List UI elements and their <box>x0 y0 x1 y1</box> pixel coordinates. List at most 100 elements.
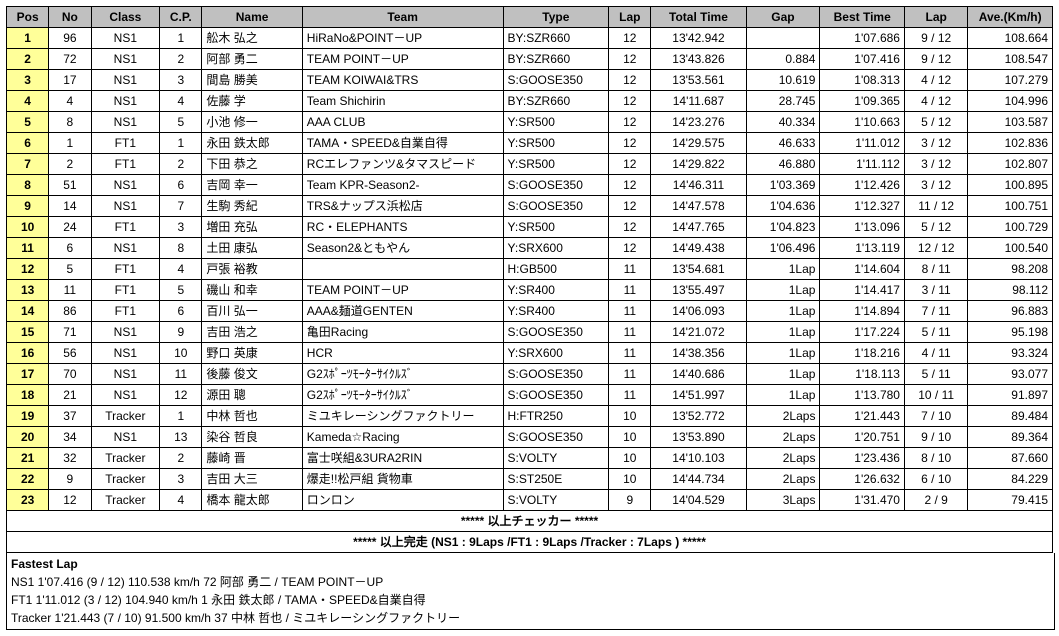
cell-class: Tracker <box>91 448 160 469</box>
cell-name: 小池 修一 <box>202 112 302 133</box>
table-row: 1024FT13増田 充弘RC・ELEPHANTSY:SR5001214'47.… <box>7 217 1053 238</box>
table-row: 58NS15小池 修一AAA CLUBY:SR5001214'23.27640.… <box>7 112 1053 133</box>
cell-pos: 3 <box>7 70 49 91</box>
table-row: 1486FT16百川 弘一AAA&麺道GENTENY:SR4001114'06.… <box>7 301 1053 322</box>
cell-gap: 1Lap <box>746 280 820 301</box>
table-row: 116NS18土田 康弘Season2&ともやんY:SRX6001214'49.… <box>7 238 1053 259</box>
cell-name: 中林 哲也 <box>202 406 302 427</box>
cell-blap: 9 / 12 <box>904 28 967 49</box>
table-row: 196NS11舩木 弘之HiRaNo&POINT－UPBY:SZR6601213… <box>7 28 1053 49</box>
cell-total: 13'42.942 <box>651 28 746 49</box>
cell-blap: 4 / 12 <box>904 91 967 112</box>
cell-type: H:GB500 <box>503 259 609 280</box>
cell-avg: 103.587 <box>968 112 1053 133</box>
cell-total: 13'54.681 <box>651 259 746 280</box>
cell-gap: 1'03.369 <box>746 175 820 196</box>
cell-team: HCR <box>302 343 503 364</box>
cell-class: NS1 <box>91 70 160 91</box>
cell-total: 14'40.686 <box>651 364 746 385</box>
cell-avg: 108.664 <box>968 28 1053 49</box>
cell-avg: 89.484 <box>968 406 1053 427</box>
results-table: PosNoClassC.P.NameTeamTypeLapTotal TimeG… <box>6 6 1053 553</box>
table-row: 1821NS112源田 聰G2ｽﾎﾟｰﾂﾓｰﾀｰｻｲｸﾙｽﾞS:GOOSE350… <box>7 385 1053 406</box>
cell-cp: 4 <box>160 490 202 511</box>
cell-team: TEAM POINT－UP <box>302 280 503 301</box>
cell-blap: 3 / 12 <box>904 133 967 154</box>
cell-type: S:GOOSE350 <box>503 196 609 217</box>
cell-gap: 2Laps <box>746 427 820 448</box>
cell-class: NS1 <box>91 49 160 70</box>
cell-no: 6 <box>49 238 91 259</box>
cell-lap: 12 <box>609 196 651 217</box>
cell-best: 1'13.119 <box>820 238 905 259</box>
cell-gap: 3Laps <box>746 490 820 511</box>
cell-best: 1'10.663 <box>820 112 905 133</box>
cell-blap: 10 / 11 <box>904 385 967 406</box>
cell-name: 吉田 大三 <box>202 469 302 490</box>
cell-pos: 16 <box>7 343 49 364</box>
cell-best: 1'14.417 <box>820 280 905 301</box>
cell-name: 佐藤 学 <box>202 91 302 112</box>
cell-team: 爆走!!松戸組 貨物車 <box>302 469 503 490</box>
cell-best: 1'18.216 <box>820 343 905 364</box>
cell-best: 1'26.632 <box>820 469 905 490</box>
cell-type: S:VOLTY <box>503 448 609 469</box>
cell-no: 21 <box>49 385 91 406</box>
table-row: 1770NS111後藤 俊文G2ｽﾎﾟｰﾂﾓｰﾀｰｻｲｸﾙｽﾞS:GOOSE35… <box>7 364 1053 385</box>
cell-team: ミユキレーシングファクトリー <box>302 406 503 427</box>
cell-gap: 46.880 <box>746 154 820 175</box>
cell-class: Tracker <box>91 490 160 511</box>
fastest-lap-title: Fastest Lap <box>11 555 1050 573</box>
table-row: 2132Tracker2藤崎 晋富士咲組&3URA2RINS:VOLTY1014… <box>7 448 1053 469</box>
cell-best: 1'18.113 <box>820 364 905 385</box>
cell-name: 舩木 弘之 <box>202 28 302 49</box>
cell-name: 野口 英康 <box>202 343 302 364</box>
cell-avg: 98.208 <box>968 259 1053 280</box>
cell-class: FT1 <box>91 280 160 301</box>
cell-team: 富士咲組&3URA2RIN <box>302 448 503 469</box>
cell-total: 14'21.072 <box>651 322 746 343</box>
cell-total: 14'49.438 <box>651 238 746 259</box>
checker-banner-text: ***** 以上チェッカー ***** <box>7 511 1053 532</box>
cell-blap: 5 / 11 <box>904 322 967 343</box>
table-row: 44NS14佐藤 学Team ShichirinBY:SZR6601214'11… <box>7 91 1053 112</box>
fastest-lap-line: FT1 1'11.012 (3 / 12) 104.940 km/h 1 永田 … <box>11 591 1050 609</box>
col-type: Type <box>503 7 609 28</box>
cell-cp: 5 <box>160 280 202 301</box>
cell-team: G2ｽﾎﾟｰﾂﾓｰﾀｰｻｲｸﾙｽﾞ <box>302 364 503 385</box>
cell-cp: 3 <box>160 70 202 91</box>
cell-gap: 2Laps <box>746 469 820 490</box>
cell-pos: 19 <box>7 406 49 427</box>
cell-avg: 87.660 <box>968 448 1053 469</box>
cell-avg: 104.996 <box>968 91 1053 112</box>
cell-blap: 8 / 10 <box>904 448 967 469</box>
cell-cp: 4 <box>160 259 202 280</box>
cell-class: NS1 <box>91 112 160 133</box>
cell-blap: 5 / 11 <box>904 364 967 385</box>
cell-class: FT1 <box>91 259 160 280</box>
cell-cp: 4 <box>160 91 202 112</box>
cell-type: S:GOOSE350 <box>503 70 609 91</box>
cell-avg: 91.897 <box>968 385 1053 406</box>
cell-no: 24 <box>49 217 91 238</box>
cell-type: Y:SR500 <box>503 133 609 154</box>
cell-gap <box>746 28 820 49</box>
cell-class: NS1 <box>91 385 160 406</box>
cell-pos: 14 <box>7 301 49 322</box>
cell-avg: 95.198 <box>968 322 1053 343</box>
table-row: 1311FT15磯山 和幸TEAM POINT－UPY:SR4001113'55… <box>7 280 1053 301</box>
cell-lap: 11 <box>609 280 651 301</box>
cell-pos: 9 <box>7 196 49 217</box>
cell-avg: 108.547 <box>968 49 1053 70</box>
cell-class: NS1 <box>91 28 160 49</box>
cell-total: 14'06.093 <box>651 301 746 322</box>
cell-no: 2 <box>49 154 91 175</box>
cell-type: S:VOLTY <box>503 490 609 511</box>
cell-cp: 7 <box>160 196 202 217</box>
cell-lap: 12 <box>609 175 651 196</box>
cell-blap: 5 / 12 <box>904 217 967 238</box>
cell-lap: 11 <box>609 343 651 364</box>
col-pos: Pos <box>7 7 49 28</box>
cell-best: 1'07.686 <box>820 28 905 49</box>
cell-lap: 9 <box>609 490 651 511</box>
